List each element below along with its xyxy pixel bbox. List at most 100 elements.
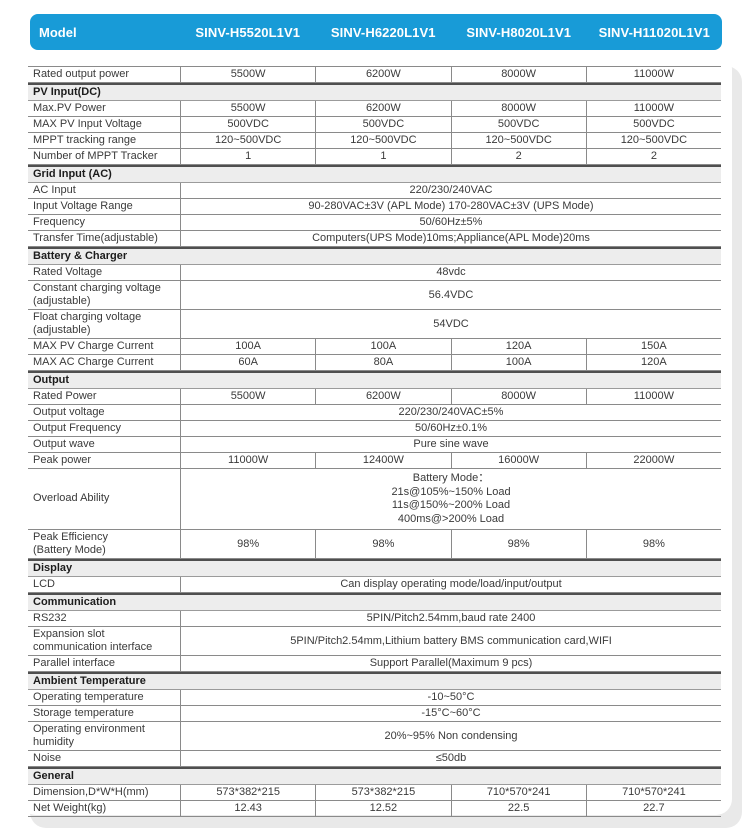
row-value: ≤50db: [180, 751, 721, 766]
row-label: Peak Efficiency (Battery Mode): [33, 531, 109, 556]
row-value: 120~500VDC: [315, 133, 450, 148]
section-row: Grid Input (AC): [28, 165, 721, 183]
row-label: Operating temperature: [33, 691, 144, 703]
row-value: 220/230/240VAC: [180, 183, 721, 198]
row-value: 11000W: [180, 453, 315, 468]
row-value: 100A: [315, 339, 450, 354]
row-value: 6200W: [315, 389, 450, 404]
row-label: Float charging voltage (adjustable): [33, 311, 142, 336]
row-label: Input Voltage Range: [33, 200, 133, 212]
row-label: LCD: [33, 578, 56, 590]
row-value: 120~500VDC: [585, 133, 721, 148]
table-row: Overload Ability Battery Mode： 21s@105%~1…: [28, 469, 721, 530]
row-label: Noise: [33, 752, 62, 764]
row-label: MAX PV Input Voltage: [33, 118, 142, 130]
row-label: Output Frequency: [33, 422, 122, 434]
row-value: 8000W: [450, 101, 586, 116]
row-label: Rated output power: [33, 68, 130, 80]
row-label: MAX AC Charge Current: [33, 356, 154, 368]
row-value: Battery Mode： 21s@105%~150% Load 11s@150…: [180, 469, 721, 529]
row-label: Rated Voltage: [33, 266, 103, 278]
row-value: Pure sine wave: [180, 437, 721, 452]
row-value: 5500W: [180, 389, 315, 404]
row-value: 8000W: [450, 389, 586, 404]
row-value: -10~50°C: [180, 690, 721, 705]
table-row: MPPT tracking range 120~500VDC 120~500VDC 1…: [28, 133, 721, 149]
row-label: Output wave: [33, 438, 95, 450]
row-label: Dimension,D*W*H(mm): [33, 786, 149, 798]
row-value: 16000W: [450, 453, 586, 468]
table-row: Noise ≤50db: [28, 751, 721, 767]
row-value: 20%~95% Non condensing: [180, 722, 721, 750]
row-value: 1: [315, 149, 450, 164]
table-row: Net Weight(kg) 12.43 12.52 22.5 22.7: [28, 801, 721, 817]
row-value: 500VDC: [585, 117, 721, 132]
model-name-4: SINV-H11020L1V1: [598, 24, 710, 40]
row-value: 500VDC: [450, 117, 586, 132]
spec-table: Rated output power 5500W 6200W 8000W 11000W P…: [28, 66, 721, 817]
row-value: 2: [450, 149, 586, 164]
row-value: 22.5: [450, 801, 586, 816]
section-label: Ambient Temperature: [33, 675, 146, 687]
table-row: LCD Can display operating mode/load/input…: [28, 577, 721, 593]
table-row: Output Frequency 50/60Hz±0.1%: [28, 421, 721, 437]
row-value: 120~500VDC: [450, 133, 586, 148]
row-value: 2: [585, 149, 721, 164]
table-row: Output wave Pure sine wave: [28, 437, 721, 453]
row-value: 120A: [585, 355, 721, 370]
row-value: 56.4VDC: [180, 281, 721, 309]
row-value: 50/60Hz±5%: [180, 215, 721, 230]
row-value: 11000W: [585, 101, 721, 116]
section-row: PV Input(DC): [28, 83, 721, 101]
row-value: 98%: [180, 530, 315, 558]
row-value: 11000W: [585, 67, 721, 82]
table-row: Storage temperature -15°C~60°C: [28, 706, 721, 722]
row-value: 12.52: [315, 801, 450, 816]
table-row: Output voltage 220/230/240VAC±5%: [28, 405, 721, 421]
table-row: Input Voltage Range 90-280VAC±3V (APL Mod…: [28, 199, 721, 215]
section-row: Output: [28, 371, 721, 389]
row-value: 8000W: [450, 67, 586, 82]
table-row: Operating temperature -10~50°C: [28, 690, 721, 706]
table-row: MAX AC Charge Current 60A 80A 100A 120A: [28, 355, 721, 371]
row-value: 5PIN/Pitch2.54mm,Lithium battery BMS com…: [180, 627, 721, 655]
row-value: 120~500VDC: [180, 133, 315, 148]
row-value: 12400W: [315, 453, 450, 468]
model-header-bar: Model SINV-H5520L1V1 SINV-H6220L1V1 SINV…: [30, 14, 722, 50]
row-value: 22.7: [585, 801, 721, 816]
section-row: Communication: [28, 593, 721, 611]
row-value: 1: [180, 149, 315, 164]
table-row: RS232 5PIN/Pitch2.54mm,baud rate 2400: [28, 611, 721, 627]
model-name-3: SINV-H8020L1V1: [466, 24, 572, 40]
model-header-label: Model: [39, 24, 77, 40]
row-value: 710*570*241: [450, 785, 586, 800]
row-value: 98%: [585, 530, 721, 558]
row-label: MAX PV Charge Current: [33, 340, 154, 352]
table-row: Float charging voltage (adjustable) 54VDC: [28, 310, 721, 339]
row-label: Peak power: [33, 454, 92, 466]
row-value: Computers(UPS Mode)10ms;Appliance(APL Mo…: [180, 231, 721, 246]
section-row: Ambient Temperature: [28, 672, 721, 690]
table-row: Rated output power 5500W 6200W 8000W 11000W: [28, 66, 721, 83]
row-label: Number of MPPT Tracker: [33, 150, 158, 162]
row-value: 5PIN/Pitch2.54mm,baud rate 2400: [180, 611, 721, 626]
section-label: Battery & Charger: [33, 250, 128, 262]
table-row: AC Input 220/230/240VAC: [28, 183, 721, 199]
row-label: AC Input: [33, 184, 76, 196]
table-row: Rated Power 5500W 6200W 8000W 11000W: [28, 389, 721, 405]
row-value: 120A: [450, 339, 586, 354]
row-value: 22000W: [585, 453, 721, 468]
row-value: 100A: [180, 339, 315, 354]
row-value: -15°C~60°C: [180, 706, 721, 721]
row-label: Frequency: [33, 216, 85, 228]
section-label: Grid Input (AC): [33, 168, 112, 180]
table-row: Expansion slot communication interface 5P…: [28, 627, 721, 656]
row-value: 5500W: [180, 101, 315, 116]
row-value: Support Parallel(Maximum 9 pcs): [180, 656, 721, 671]
row-value: 220/230/240VAC±5%: [180, 405, 721, 420]
row-label: Overload Ability: [33, 492, 110, 505]
row-value: 12.43: [180, 801, 315, 816]
row-value: 11000W: [585, 389, 721, 404]
table-row: Peak power 11000W 12400W 16000W 22000W: [28, 453, 721, 469]
table-row: MAX PV Input Voltage 500VDC 500VDC 500VDC 50…: [28, 117, 721, 133]
